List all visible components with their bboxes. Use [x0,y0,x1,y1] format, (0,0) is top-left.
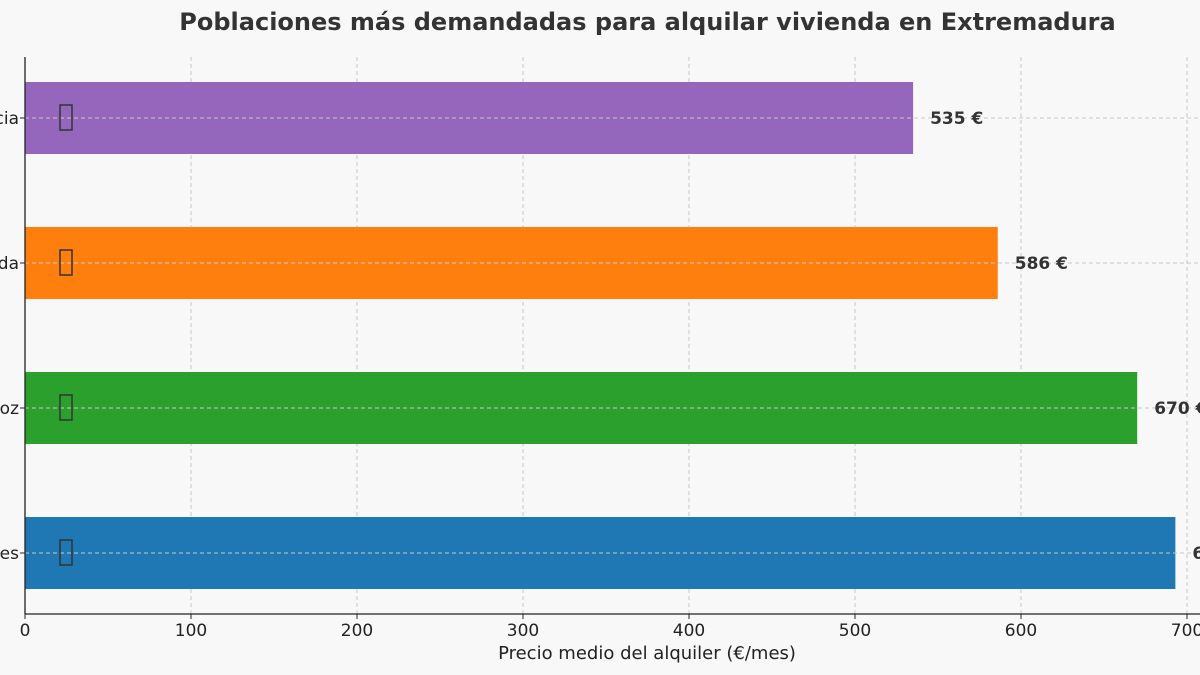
missing-glyph-box-icon [59,539,73,566]
x-tick-label: 500 [839,621,871,641]
y-tick-label: Cáceres [0,544,19,564]
x-axis-label: Precio medio del alquiler (€/mes) [498,643,796,664]
y-tick-label: Badajoz [0,399,19,419]
x-tick-label: 600 [1005,621,1037,641]
x-tick-label: 300 [507,621,539,641]
chart-title: Poblaciones más demandadas para alquilar… [179,8,1116,36]
x-tick-label: 200 [341,621,373,641]
y-tick-label: Mérida [0,254,19,274]
data-label: 535 € [930,109,983,129]
missing-glyph-box-icon [59,104,73,131]
y-tick-label: Plasencia [0,109,19,129]
x-tick-label: 400 [673,621,705,641]
data-label: 693 € [1192,544,1200,564]
missing-glyph-box-icon [59,249,73,276]
data-label: 586 € [1015,254,1068,274]
x-tick-label: 700 [1171,621,1200,641]
x-tick-label: 100 [175,621,207,641]
missing-glyph-box-icon [59,394,73,421]
x-tick-label: 0 [20,621,31,641]
data-label: 670 € [1154,399,1200,419]
